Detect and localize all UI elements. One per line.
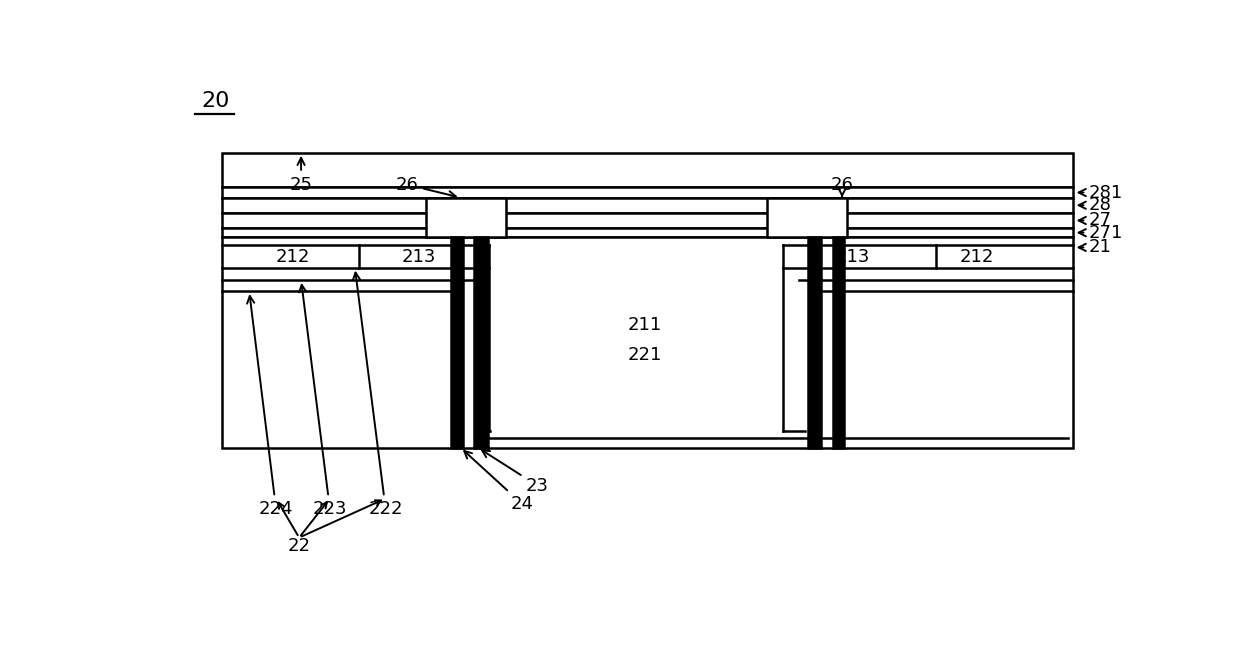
Text: 213: 213 <box>836 248 870 265</box>
Bar <box>222 197 1073 213</box>
Text: 28: 28 <box>1079 196 1112 214</box>
Text: 222: 222 <box>353 273 403 518</box>
Text: 212: 212 <box>275 248 310 265</box>
Text: 224: 224 <box>247 296 294 518</box>
Bar <box>451 237 463 447</box>
Text: 223: 223 <box>299 285 347 518</box>
Text: 271: 271 <box>1079 224 1123 242</box>
Text: 26: 26 <box>831 176 853 197</box>
Text: 25: 25 <box>290 158 312 193</box>
Bar <box>222 213 1073 228</box>
Text: 213: 213 <box>402 248 436 265</box>
Text: 21: 21 <box>1079 238 1112 257</box>
Text: 281: 281 <box>1079 183 1123 201</box>
Text: 26: 26 <box>396 176 456 198</box>
Bar <box>807 237 821 447</box>
Bar <box>222 153 1073 187</box>
Text: 27: 27 <box>1079 211 1112 230</box>
Bar <box>474 237 487 447</box>
Bar <box>222 228 1073 237</box>
Text: 24: 24 <box>464 451 533 513</box>
Text: 211: 211 <box>627 315 662 334</box>
Bar <box>222 187 1073 197</box>
Text: 20: 20 <box>201 90 229 111</box>
Text: 221: 221 <box>627 346 662 364</box>
Text: 23: 23 <box>482 450 549 494</box>
Text: 22: 22 <box>288 537 311 554</box>
Bar <box>768 197 847 237</box>
Bar <box>427 197 506 237</box>
Bar <box>832 237 844 447</box>
Text: 212: 212 <box>960 248 993 265</box>
Bar <box>222 237 1073 447</box>
